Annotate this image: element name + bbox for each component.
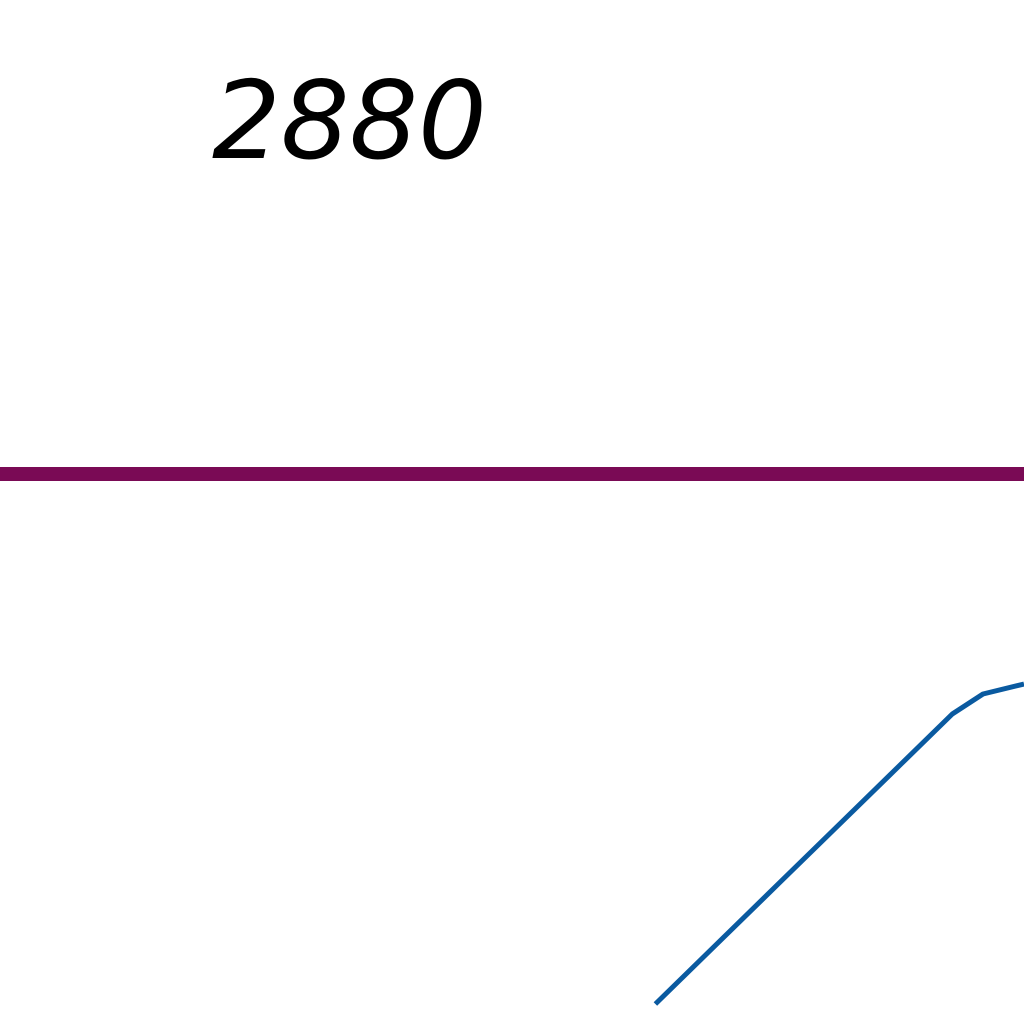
rising-curve-line [653,681,1024,1006]
value-label-2880: 2880 [212,59,487,184]
series-layer [0,467,1024,1006]
